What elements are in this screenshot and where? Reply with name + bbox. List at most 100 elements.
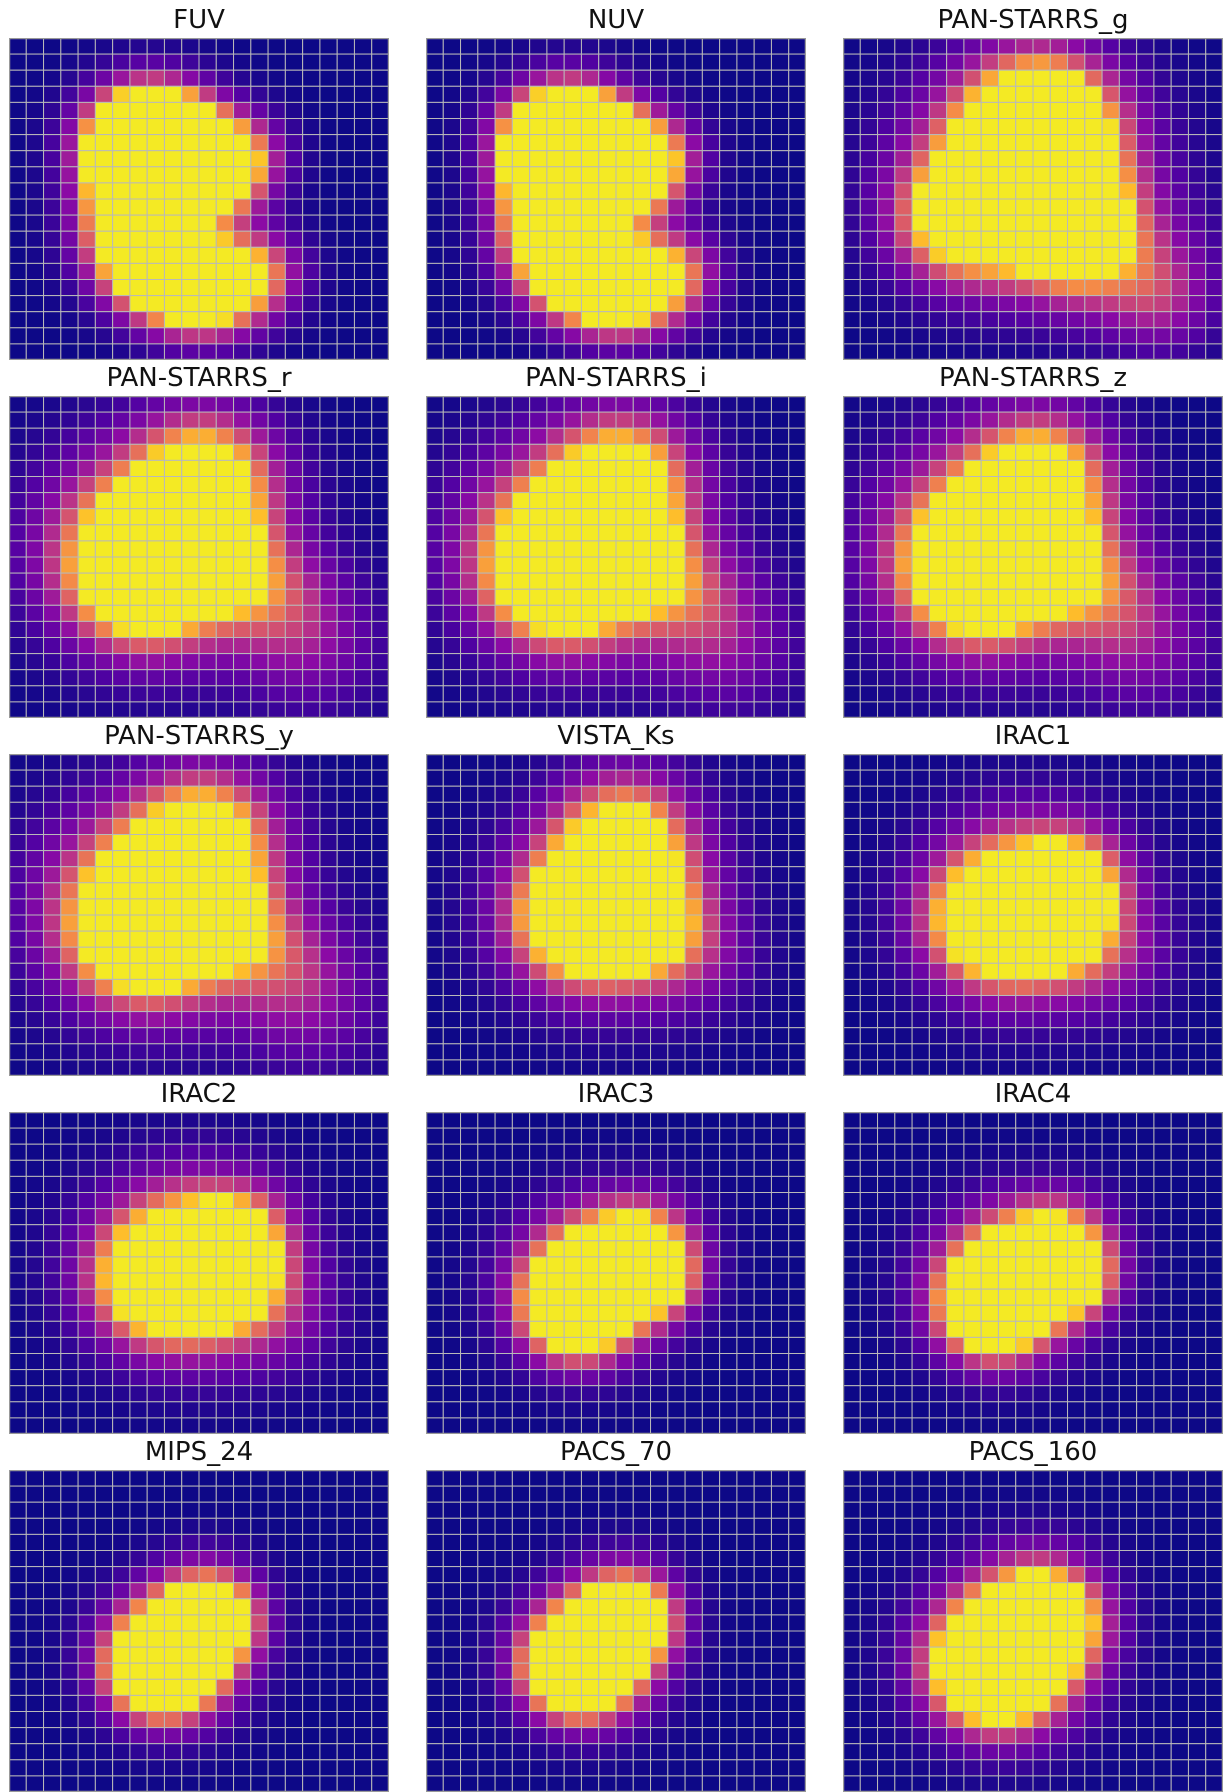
heatmap-cell xyxy=(947,183,964,199)
heatmap-cell xyxy=(843,621,860,637)
heatmap-cell xyxy=(164,1012,181,1028)
heatmap-cell xyxy=(981,151,998,167)
heatmap-cell xyxy=(9,802,26,818)
heatmap-cell xyxy=(1033,835,1050,851)
heatmap-cell xyxy=(581,899,598,915)
heatmap-cell xyxy=(564,1241,581,1257)
heatmap-cell xyxy=(1068,493,1085,509)
heatmap-cell xyxy=(547,1160,564,1176)
heatmap-cell xyxy=(268,102,285,118)
heatmap-cell xyxy=(354,525,371,541)
heatmap-cell xyxy=(1102,883,1119,899)
heatmap-cell xyxy=(1102,621,1119,637)
heatmap-cell xyxy=(1050,541,1067,557)
heatmap-cell xyxy=(95,557,112,573)
heatmap-cell xyxy=(878,867,895,883)
heatmap-cell xyxy=(495,1209,512,1225)
heatmap-cell xyxy=(512,979,529,995)
heatmap-cell xyxy=(737,883,754,899)
heatmap-cell xyxy=(234,979,251,995)
heatmap-cell xyxy=(461,1273,478,1289)
heatmap-cell xyxy=(1068,509,1085,525)
heatmap-cell xyxy=(9,915,26,931)
heatmap-cell xyxy=(251,247,268,263)
heatmap-cell xyxy=(1206,102,1223,118)
heatmap-cell xyxy=(182,621,199,637)
heatmap-cell xyxy=(1171,428,1188,444)
heatmap-cell xyxy=(320,215,337,231)
heatmap-cell xyxy=(981,1144,998,1160)
heatmap-cell xyxy=(495,38,512,54)
heatmap-cell xyxy=(1068,428,1085,444)
heatmap-cell xyxy=(199,38,216,54)
heatmap-cell xyxy=(878,119,895,135)
heatmap-cell xyxy=(564,996,581,1012)
heatmap-cell xyxy=(478,915,495,931)
heatmap-cell xyxy=(182,786,199,802)
heatmap-cell xyxy=(599,86,616,102)
heatmap-cell xyxy=(78,654,95,670)
heatmap-cell xyxy=(1033,296,1050,312)
heatmap-cell xyxy=(564,280,581,296)
heatmap-cell xyxy=(530,654,547,670)
heatmap-cell xyxy=(1033,1112,1050,1128)
heatmap-cell xyxy=(1154,541,1171,557)
heatmap-cell xyxy=(147,493,164,509)
heatmap-cell xyxy=(616,477,633,493)
heatmap-cell xyxy=(216,686,233,702)
heatmap-cell xyxy=(130,1273,147,1289)
heatmap-cell xyxy=(1033,996,1050,1012)
heatmap-cell xyxy=(771,1028,788,1044)
heatmap-cell xyxy=(372,312,389,328)
heatmap-cell xyxy=(234,1257,251,1273)
heatmap-cell xyxy=(1154,151,1171,167)
heatmap-cell xyxy=(878,851,895,867)
heatmap-cell xyxy=(354,1209,371,1225)
heatmap-cell xyxy=(512,167,529,183)
heatmap-cell xyxy=(130,1257,147,1273)
heatmap-cell xyxy=(912,557,929,573)
heatmap-cell xyxy=(1188,770,1205,786)
heatmap-cell xyxy=(1154,621,1171,637)
heatmap-cell xyxy=(789,135,806,151)
heatmap-cell xyxy=(44,1402,61,1418)
heatmap-cell xyxy=(78,1402,95,1418)
heatmap-cell xyxy=(860,573,877,589)
heatmap-cell xyxy=(998,638,1015,654)
heatmap-cell xyxy=(443,915,460,931)
heatmap-cell xyxy=(1033,215,1050,231)
heatmap-cell xyxy=(668,493,685,509)
heatmap-cell xyxy=(26,247,43,263)
heatmap-cell xyxy=(702,38,719,54)
heatmap-cell xyxy=(1154,328,1171,344)
heatmap-cell xyxy=(512,1193,529,1209)
heatmap-cell xyxy=(1206,296,1223,312)
heatmap-cell xyxy=(216,1044,233,1060)
heatmap-cell xyxy=(443,621,460,637)
heatmap-cell xyxy=(685,654,702,670)
heatmap-cell xyxy=(443,280,460,296)
heatmap-cell xyxy=(130,931,147,947)
heatmap-cell xyxy=(372,525,389,541)
heatmap-cell xyxy=(1102,557,1119,573)
heatmap-cell xyxy=(530,412,547,428)
heatmap-cell xyxy=(78,102,95,118)
heatmap-cell xyxy=(789,1305,806,1321)
heatmap-cell xyxy=(1119,786,1136,802)
heatmap-cell xyxy=(268,979,285,995)
heatmap-cell xyxy=(1102,963,1119,979)
heatmap-cell xyxy=(234,70,251,86)
heatmap-cell xyxy=(878,979,895,995)
heatmap-cell xyxy=(199,835,216,851)
heatmap-cell xyxy=(1171,263,1188,279)
heatmap-cell xyxy=(771,1128,788,1144)
heatmap-cell xyxy=(599,412,616,428)
heatmap-cell xyxy=(702,1305,719,1321)
heatmap-cell xyxy=(702,557,719,573)
heatmap-cell xyxy=(61,1028,78,1044)
heatmap-cell xyxy=(78,1193,95,1209)
heatmap-cell xyxy=(164,328,181,344)
heatmap-cell xyxy=(164,509,181,525)
heatmap-cell xyxy=(78,280,95,296)
heatmap-cell xyxy=(354,638,371,654)
